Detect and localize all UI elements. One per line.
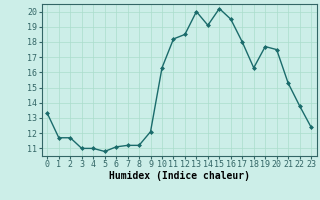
X-axis label: Humidex (Indice chaleur): Humidex (Indice chaleur): [109, 171, 250, 181]
